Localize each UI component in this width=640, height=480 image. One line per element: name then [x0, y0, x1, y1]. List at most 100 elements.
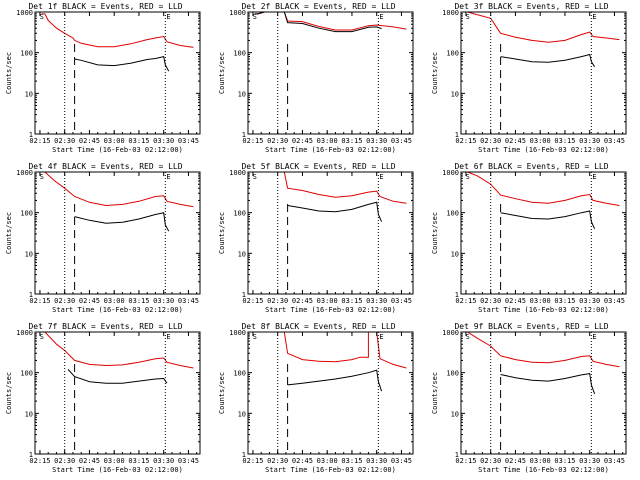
x-tick-label: 03:00	[317, 457, 338, 465]
x-tick-label: 02:30	[267, 137, 288, 145]
x-tick-label: 02:30	[480, 297, 501, 305]
y-tick-label: 1000	[16, 169, 33, 177]
x-tick-label: 02:30	[480, 137, 501, 145]
x-tick-label: 02:30	[54, 457, 75, 465]
series-line-red	[467, 172, 620, 206]
x-tick-label: 03:00	[530, 297, 551, 305]
y-axis-label: Counts/sec	[218, 52, 226, 94]
series-line-black	[287, 201, 383, 222]
x-tick-label: 02:30	[267, 297, 288, 305]
start-marker: S	[40, 13, 44, 21]
x-axis-label: Start Time (16-Feb-03 02:12:00)	[265, 146, 396, 154]
plot-frame	[247, 11, 414, 135]
y-tick-label: 1000	[442, 169, 459, 177]
y-tick-label: 1	[29, 131, 33, 139]
end-marker: E	[592, 13, 596, 21]
x-tick-label: 03:30	[366, 297, 387, 305]
x-tick-label: 03:30	[366, 457, 387, 465]
y-axis-label: Counts/sec	[218, 212, 226, 254]
plot-frame	[460, 331, 627, 455]
x-tick-label: 03:15	[341, 297, 362, 305]
x-tick-label: 03:30	[153, 137, 174, 145]
x-axis-label: Start Time (16-Feb-03 02:12:00)	[478, 466, 609, 474]
x-tick-label: 02:15	[242, 297, 263, 305]
panel-7f: Det 7f BLACK = Events, RED = LLD S E 1 10 100…	[5, 322, 201, 474]
x-tick-label: 02:15	[29, 137, 50, 145]
y-tick-label: 1000	[16, 329, 33, 337]
x-tick-label: 02:45	[292, 137, 313, 145]
x-tick-label: 03:30	[579, 297, 600, 305]
y-tick-label: 100	[446, 210, 459, 218]
panel-title: Det 3f BLACK = Events, RED = LLD	[454, 2, 608, 11]
y-tick-label: 100	[20, 50, 33, 58]
panel-title: Det 8f BLACK = Events, RED = LLD	[241, 322, 395, 331]
x-tick-label: 02:45	[505, 137, 526, 145]
end-marker: E	[592, 333, 596, 341]
x-tick-label: 03:45	[178, 137, 199, 145]
panel-1f: Det 1f BLACK = Events, RED = LLD S E 1 10 100…	[5, 2, 201, 154]
x-tick-label: 03:15	[341, 457, 362, 465]
x-tick-label: 03:15	[341, 137, 362, 145]
x-tick-label: 02:45	[505, 457, 526, 465]
x-tick-label: 02:45	[79, 297, 100, 305]
x-tick-label: 03:30	[579, 137, 600, 145]
y-tick-label: 100	[233, 210, 246, 218]
x-tick-label: 03:30	[153, 297, 174, 305]
panel-4f: Det 4f BLACK = Events, RED = LLD S E 1 10 100…	[5, 162, 201, 314]
plot-frame	[34, 171, 201, 295]
x-tick-label: 02:15	[455, 297, 476, 305]
end-marker: E	[166, 173, 170, 181]
x-tick-label: 02:15	[455, 137, 476, 145]
x-tick-label: 02:15	[29, 457, 50, 465]
x-tick-label: 03:30	[153, 457, 174, 465]
panel-title: Det 5f BLACK = Events, RED = LLD	[241, 162, 395, 171]
x-tick-label: 03:15	[554, 137, 575, 145]
y-tick-label: 10	[451, 410, 459, 418]
y-axis-label: Counts/sec	[218, 372, 226, 414]
x-tick-label: 03:15	[554, 297, 575, 305]
x-tick-label: 02:15	[455, 457, 476, 465]
x-tick-label: 03:15	[554, 457, 575, 465]
y-tick-label: 1	[242, 451, 246, 459]
series-line-black	[500, 373, 596, 395]
panel-9f: Det 9f BLACK = Events, RED = LLD S E 1 10 100…	[431, 322, 627, 474]
series-line-black	[500, 210, 596, 230]
x-tick-label: 03:15	[128, 457, 149, 465]
x-tick-label: 03:45	[391, 457, 412, 465]
start-marker: S	[40, 173, 44, 181]
y-tick-label: 100	[233, 370, 246, 378]
x-tick-label: 02:30	[480, 457, 501, 465]
y-tick-label: 100	[446, 370, 459, 378]
x-tick-label: 03:00	[530, 137, 551, 145]
panel-title: Det 7f BLACK = Events, RED = LLD	[28, 322, 182, 331]
y-tick-label: 10	[238, 410, 246, 418]
y-tick-label: 100	[446, 50, 459, 58]
x-tick-label: 03:00	[104, 457, 125, 465]
end-marker: E	[379, 173, 383, 181]
x-tick-label: 03:45	[604, 457, 625, 465]
x-tick-label: 02:45	[292, 297, 313, 305]
x-tick-label: 03:00	[530, 457, 551, 465]
start-marker: S	[466, 333, 470, 341]
y-tick-label: 1	[29, 451, 33, 459]
panel-8f: Det 8f BLACK = Events, RED = LLD S E 1 10 100…	[218, 322, 414, 474]
x-tick-label: 02:30	[267, 457, 288, 465]
x-tick-label: 03:45	[604, 297, 625, 305]
y-tick-label: 100	[20, 370, 33, 378]
x-tick-label: 03:00	[317, 297, 338, 305]
x-tick-label: 03:00	[317, 137, 338, 145]
y-axis-label: Counts/sec	[431, 212, 439, 254]
y-tick-label: 10	[451, 90, 459, 98]
x-tick-label: 03:15	[128, 297, 149, 305]
x-tick-label: 02:30	[54, 137, 75, 145]
y-tick-label: 1000	[442, 9, 459, 17]
y-tick-label: 1000	[229, 329, 246, 337]
panel-3f: Det 3f BLACK = Events, RED = LLD S E 1 10 100…	[431, 2, 627, 154]
plot-frame	[34, 331, 201, 455]
panel-title: Det 9f BLACK = Events, RED = LLD	[454, 322, 608, 331]
y-tick-label: 1000	[229, 9, 246, 17]
series-line-black	[74, 212, 170, 232]
x-tick-label: 03:00	[104, 297, 125, 305]
panel-title: Det 2f BLACK = Events, RED = LLD	[241, 2, 395, 11]
